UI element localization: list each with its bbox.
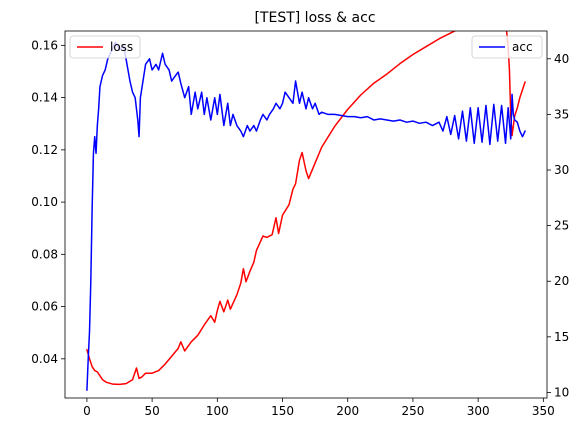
- left-y-tick-label: 0.12: [31, 143, 58, 157]
- x-tick-label: 200: [336, 404, 359, 418]
- plot-frame: [64, 30, 548, 399]
- legend-label: loss: [110, 40, 133, 54]
- x-tick-label: 350: [532, 404, 555, 418]
- x-axis-ticks: 0 50 100 150 200 250 300 350: [83, 398, 555, 418]
- left-y-tick-label: 0.10: [31, 195, 58, 209]
- right-y-tick-label: 15: [554, 330, 569, 344]
- right-y-tick-label: 25: [554, 219, 569, 233]
- x-tick-label: 50: [144, 404, 159, 418]
- x-tick-label: 100: [206, 404, 229, 418]
- right-y-tick-label: 20: [554, 274, 569, 288]
- legend-box: [69, 35, 141, 59]
- right-y-tick-label: 40: [554, 52, 569, 66]
- x-tick-label: 0: [83, 404, 91, 418]
- x-tick-label: 250: [401, 404, 424, 418]
- legend-box: [471, 35, 543, 59]
- right-y-tick-label: 30: [554, 163, 569, 177]
- right-y-tick-label: 35: [554, 107, 569, 121]
- x-tick-label: 150: [271, 404, 294, 418]
- left-y-tick-label: 0.06: [31, 300, 58, 314]
- left-y-tick-label: 0.14: [31, 91, 58, 105]
- legend-layer: loss acc: [69, 35, 543, 59]
- series-line-loss: [86, 31, 526, 386]
- legend-label: acc: [512, 40, 533, 54]
- chart-title: [TEST] loss & acc: [254, 10, 375, 26]
- left-y-axis-ticks: 0.04 0.06 0.08 0.10 0.12 0.14 0.16: [31, 38, 65, 366]
- series-line-acc: [86, 41, 526, 391]
- plot-layer: [86, 31, 526, 391]
- left-y-tick-label: 0.04: [31, 352, 58, 366]
- legend-loss: loss: [69, 35, 141, 59]
- legend-acc: acc: [471, 35, 543, 59]
- left-y-tick-label: 0.16: [31, 38, 58, 52]
- x-tick-label: 300: [467, 404, 490, 418]
- left-y-tick-label: 0.08: [31, 247, 58, 261]
- right-y-axis-ticks: 10 15 20 25 30 35 40: [547, 52, 569, 399]
- right-y-tick-label: 10: [554, 385, 569, 399]
